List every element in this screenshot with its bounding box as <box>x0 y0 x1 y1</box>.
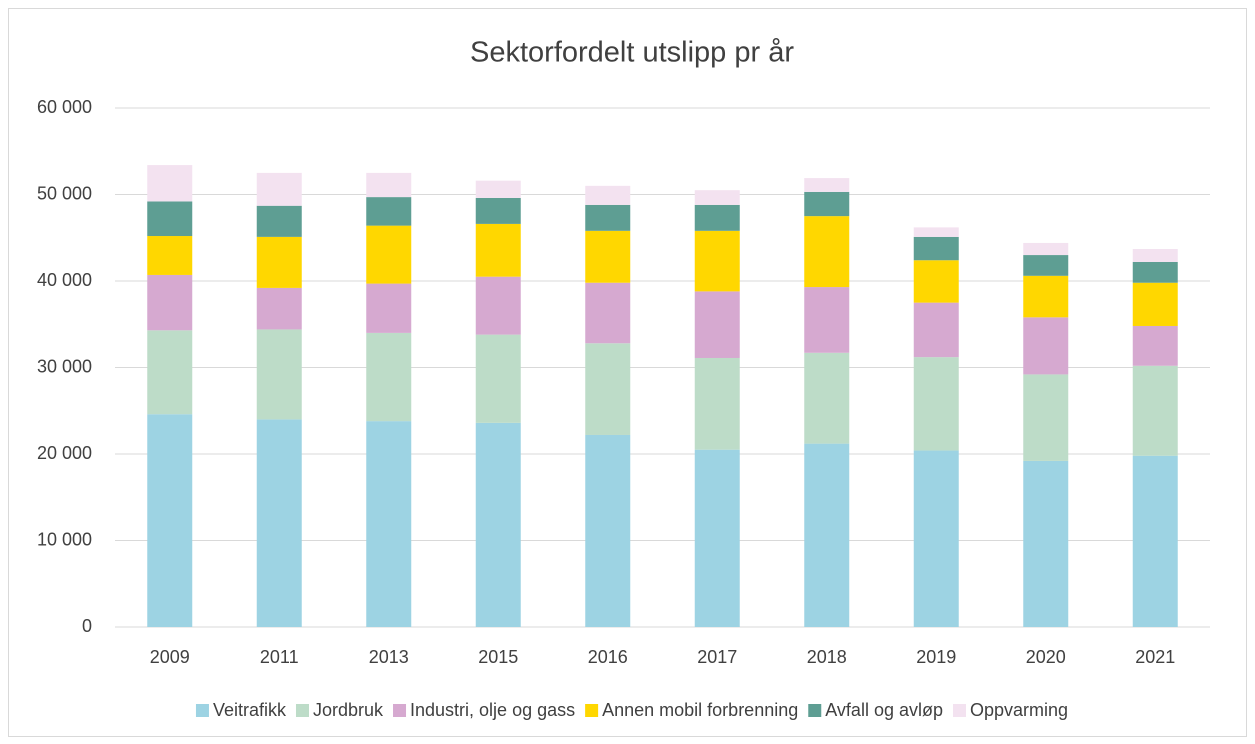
legend-label: Jordbruk <box>313 700 384 720</box>
x-tick-label: 2017 <box>697 647 737 667</box>
y-tick-label: 30 000 <box>37 356 92 376</box>
y-tick-label: 0 <box>82 616 92 636</box>
bar-segment <box>1132 248 1178 262</box>
bar-segment <box>1132 325 1178 366</box>
bar-segment <box>475 276 521 335</box>
bar-segment <box>585 204 631 231</box>
bar-segment <box>256 236 302 288</box>
bar-segment <box>694 204 740 231</box>
x-tick-label: 2020 <box>1026 647 1066 667</box>
bar-segment <box>1023 242 1069 256</box>
bar-segment <box>147 274 193 331</box>
bar-segment <box>1132 282 1178 326</box>
x-tick-label: 2016 <box>588 647 628 667</box>
bar-segment <box>1023 374 1069 461</box>
legend-swatch <box>195 704 209 717</box>
x-tick-label: 2011 <box>260 647 299 667</box>
bar-segment <box>147 330 193 415</box>
y-tick-label: 20 000 <box>37 443 92 463</box>
bar-segment <box>694 449 740 627</box>
bar-segment <box>585 230 631 283</box>
legend-swatch <box>295 704 309 717</box>
bar-segment <box>256 287 302 330</box>
bar-segment <box>1023 275 1069 318</box>
legend-label: Avfall og avløp <box>825 700 943 720</box>
legend-label: Annen mobil forbrenning <box>602 700 798 720</box>
bar-segment <box>913 450 959 627</box>
x-tick-label: 2015 <box>478 647 518 667</box>
bar-segment <box>475 180 521 198</box>
bar-segment <box>475 223 521 277</box>
bar-segment <box>1132 365 1178 456</box>
x-tick-label: 2013 <box>369 647 409 667</box>
bar-segment <box>694 291 740 358</box>
bar-segment <box>913 227 959 237</box>
legend-swatch <box>952 704 966 717</box>
bar-segment <box>475 197 521 224</box>
bar-segment <box>147 236 193 275</box>
x-tick-label: 2009 <box>150 647 190 667</box>
bar-segment <box>256 205 302 237</box>
bar-segment <box>804 287 850 353</box>
bar-segment <box>475 422 521 627</box>
legend-swatch <box>585 704 599 717</box>
y-tick-label: 50 000 <box>37 183 92 203</box>
x-tick-label: 2021 <box>1135 647 1175 667</box>
bar-segment <box>147 165 193 202</box>
bar-segment <box>804 216 850 288</box>
bar-segment <box>585 434 631 627</box>
legend-label: Veitrafikk <box>213 700 287 720</box>
bar-segment <box>1132 261 1178 283</box>
bar-segment <box>147 414 193 627</box>
legend-label: Oppvarming <box>970 700 1068 720</box>
y-tick-label: 60 000 <box>37 97 92 117</box>
bar-segment <box>694 190 740 205</box>
legend-swatch <box>808 704 822 717</box>
y-tick-label: 10 000 <box>37 529 92 549</box>
bar-segment <box>366 172 412 198</box>
bar-segment <box>804 178 850 192</box>
bar-segment <box>913 302 959 358</box>
bar-segment <box>475 334 521 423</box>
bar-segment <box>804 191 850 217</box>
bar-segment <box>913 236 959 261</box>
chart-title: Sektorfordelt utslipp pr år <box>470 37 794 69</box>
bar-segment <box>366 197 412 226</box>
x-tick-label: 2019 <box>916 647 956 667</box>
bar-segment <box>804 443 850 627</box>
bar-segment <box>585 282 631 344</box>
legend-label: Industri, olje og gass <box>410 700 575 720</box>
bar-segment <box>913 357 959 451</box>
y-tick-label: 40 000 <box>37 270 92 290</box>
bar-segment <box>256 419 302 627</box>
bar-segment <box>1023 460 1069 627</box>
legend-swatch <box>393 704 407 717</box>
bar-segment <box>1132 455 1178 627</box>
bar-segment <box>694 357 740 450</box>
bar-segment <box>1023 255 1069 276</box>
bar-segment <box>147 201 193 237</box>
bar-segment <box>366 283 412 333</box>
x-tick-label: 2018 <box>807 647 847 667</box>
bar-segment <box>804 352 850 444</box>
bar-segment <box>694 230 740 292</box>
bar-segment <box>256 329 302 420</box>
bar-segment <box>366 421 412 627</box>
bar-segment <box>585 185 631 205</box>
bar-segment <box>1023 317 1069 375</box>
bar-segment <box>366 225 412 284</box>
bar-segment <box>913 260 959 303</box>
bar-segment <box>585 343 631 435</box>
bar-segment <box>256 172 302 206</box>
bar-segment <box>366 332 412 422</box>
